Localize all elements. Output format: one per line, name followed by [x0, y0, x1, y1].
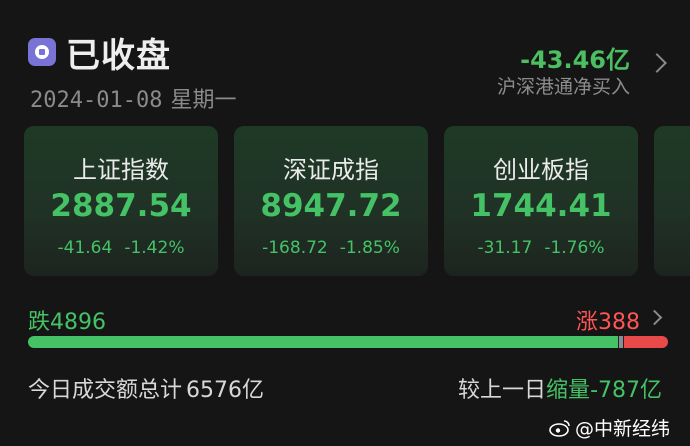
fall-count-label: 跌4896	[28, 304, 106, 336]
rise-count: 388	[598, 310, 640, 335]
watermark-text: @中新经纬	[574, 418, 670, 440]
watermark: @中新经纬	[549, 414, 670, 441]
index-card-partial[interactable]	[654, 126, 690, 276]
compare-diff: -787亿	[590, 378, 662, 403]
index-name: 深证成指	[283, 156, 379, 184]
trade-date: 2024-01-08 星期一	[30, 82, 236, 114]
index-changes: -41.64 -1.42%	[24, 238, 218, 258]
rise-text: 涨	[575, 310, 598, 335]
breadth-bar-rise	[624, 336, 668, 348]
index-cards: 上证指数 2887.54 -41.64 -1.42% 深证成指 8947.72 -…	[0, 126, 690, 278]
breadth-bar-fall	[28, 336, 618, 348]
fall-text: 跌	[28, 310, 51, 335]
volume-compare: 较上一日缩量-787亿	[458, 372, 662, 404]
netflow-value[interactable]: -43.46亿	[520, 46, 630, 74]
index-card-chinext[interactable]: 创业板指 1744.41 -31.17 -1.76%	[444, 126, 638, 276]
index-card-shanghai[interactable]: 上证指数 2887.54 -41.64 -1.42%	[24, 126, 218, 276]
turnover-prefix: 今日成交额总计	[28, 378, 183, 403]
index-change: -31.17	[477, 238, 533, 258]
breadth-bar-flat	[619, 336, 623, 348]
compare-direction: 缩量	[546, 378, 591, 403]
index-change: -168.72	[262, 238, 328, 258]
market-status-icon	[28, 38, 56, 66]
turnover-summary: 今日成交额总计 6576亿	[28, 372, 264, 404]
weibo-icon	[549, 419, 570, 437]
date-text: 2024-01-08	[30, 88, 163, 113]
market-header: 已收盘 2024-01-08 星期一 -43.46亿 沪深港通净买入	[0, 0, 690, 120]
index-changes: -31.17 -1.76%	[444, 238, 638, 258]
market-breadth[interactable]: 跌4896 涨388	[0, 300, 690, 360]
weekday-text: 星期一	[170, 88, 237, 113]
index-value: 8947.72	[260, 188, 402, 224]
index-value: 1744.41	[470, 188, 612, 224]
breadth-bar	[28, 336, 668, 348]
index-change-pct: -1.42%	[124, 238, 185, 258]
index-change: -41.64	[57, 238, 113, 258]
index-name: 上证指数	[73, 156, 169, 184]
rise-count-label: 涨388	[576, 304, 640, 336]
index-changes: -168.72 -1.85%	[234, 238, 428, 258]
index-value: 2887.54	[50, 188, 192, 224]
netflow-label[interactable]: 沪深港通净买入	[496, 76, 630, 98]
turnover-amount: 6576亿	[186, 378, 265, 403]
market-status-title: 已收盘	[66, 36, 171, 76]
compare-prefix: 较上一日	[458, 378, 547, 403]
fall-count: 4896	[50, 310, 107, 335]
index-card-shenzhen[interactable]: 深证成指 8947.72 -168.72 -1.85%	[234, 126, 428, 276]
chevron-right-icon[interactable]	[647, 53, 667, 73]
index-change-pct: -1.76%	[544, 238, 605, 258]
index-name: 创业板指	[493, 156, 589, 184]
chevron-right-icon[interactable]	[646, 309, 663, 326]
index-change-pct: -1.85%	[339, 238, 400, 258]
